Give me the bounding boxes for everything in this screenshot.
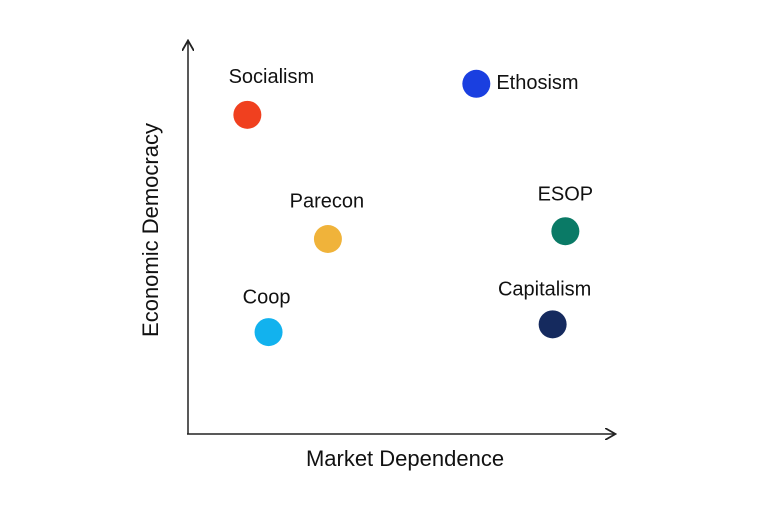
point bbox=[551, 217, 580, 246]
point-label: ESOP bbox=[538, 184, 594, 206]
point bbox=[254, 318, 283, 347]
point bbox=[313, 225, 342, 253]
point-label: Capitalism bbox=[498, 279, 591, 301]
y-axis-title: Economic Democracy bbox=[138, 123, 163, 337]
point-label: Ethosism bbox=[496, 72, 578, 94]
point bbox=[233, 100, 262, 129]
point-label: Socialism bbox=[229, 66, 315, 88]
point-label: Coop bbox=[243, 286, 291, 308]
point-label: Parecon bbox=[290, 190, 365, 212]
x-axis-title: Market Dependence bbox=[306, 446, 504, 471]
point bbox=[462, 69, 491, 98]
point bbox=[538, 310, 567, 339]
